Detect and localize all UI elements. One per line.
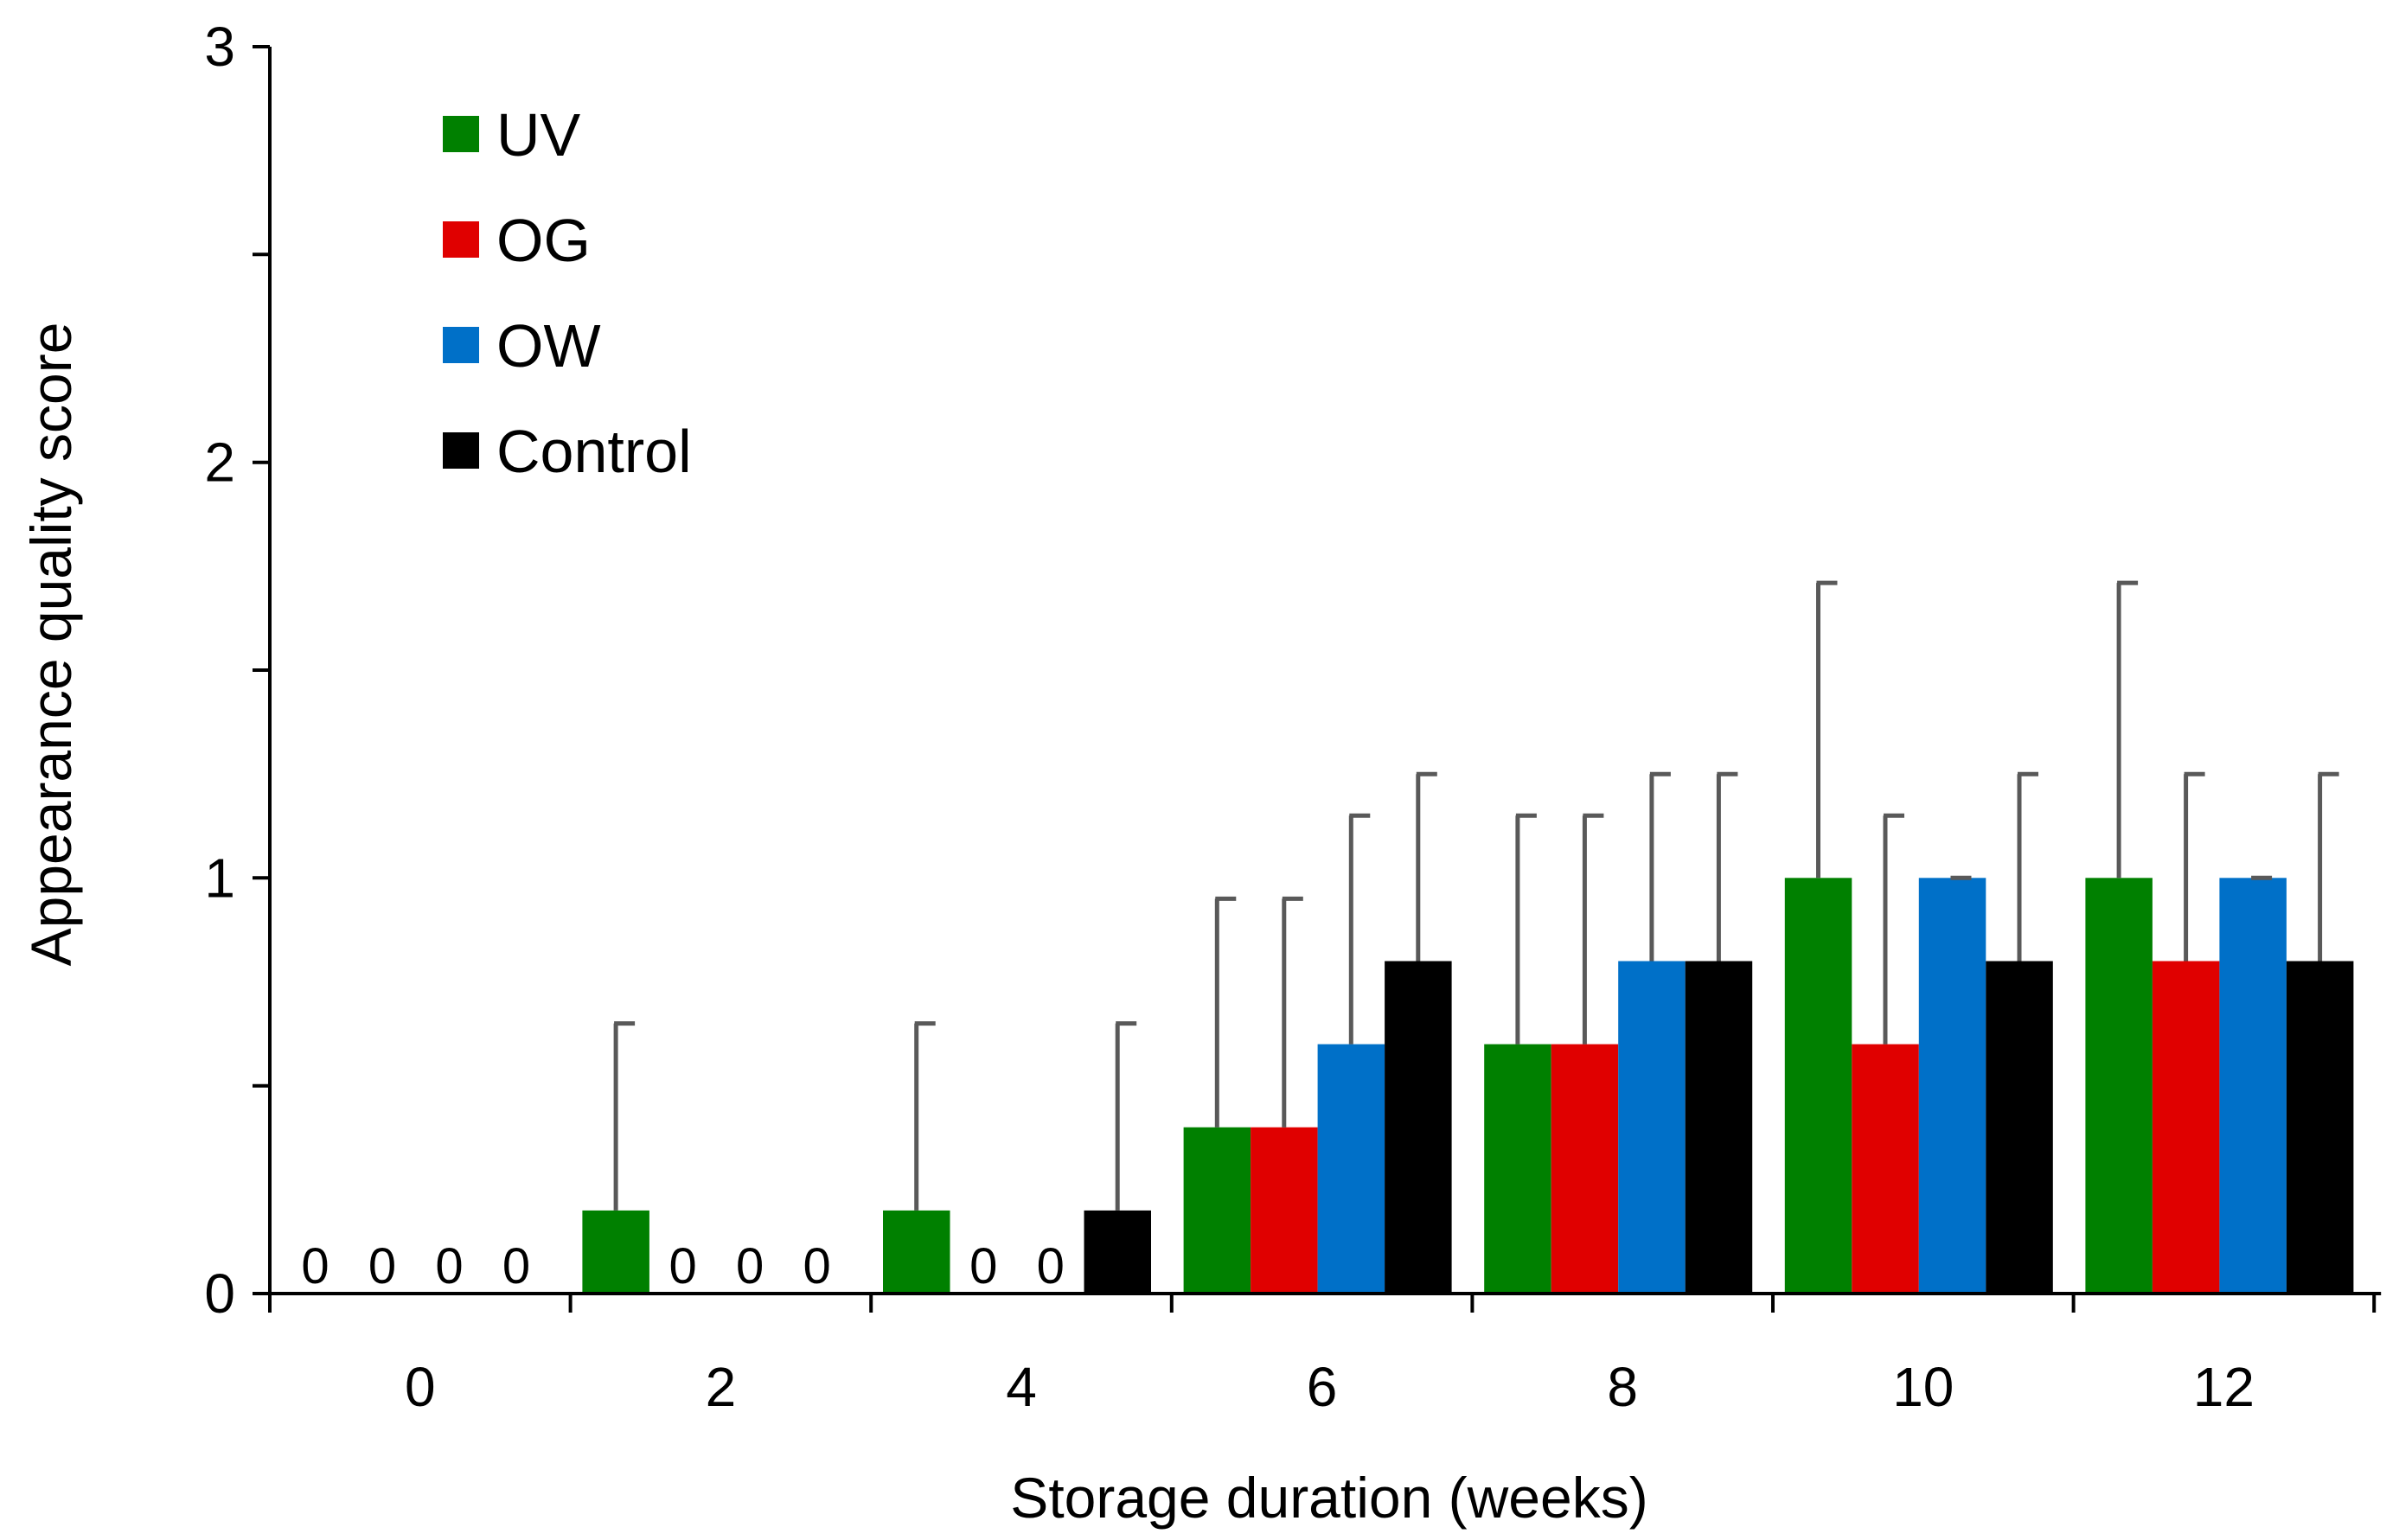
x-tick-label-4: 4 [1006,1356,1037,1418]
zero-labels-layer: 0 0 0 00 0 00 0 [301,1238,1064,1294]
legend-label-ow: OW [496,312,601,380]
legend-swatch-ow [443,327,479,363]
zero-label-control-week-0: 0 [502,1238,530,1294]
bar-og-week-6 [1251,1127,1318,1294]
bar-uv-week-8 [1484,1044,1551,1294]
legend-label-control: Control [496,418,692,485]
zero-label-og-week-0: 0 [368,1238,396,1294]
x-axis-title: Storage duration (weeks) [1010,1466,1647,1530]
x-tick-label-8: 8 [1607,1356,1638,1418]
y-tick-label-3: 3 [204,16,235,78]
bar-uv-week-4 [883,1210,950,1294]
bar-control-week-12 [2286,961,2354,1294]
y-tick-label-2: 2 [204,431,235,494]
legend-swatch-control [443,432,479,469]
bar-control-week-6 [1385,961,1452,1294]
legend-label-og: OG [496,207,591,274]
x-tick-label-6: 6 [1307,1356,1338,1418]
x-tick-label-2: 2 [706,1356,737,1418]
bar-og-week-10 [1852,1044,1919,1294]
bar-og-week-12 [2152,961,2220,1294]
legend-swatch-og [443,221,479,258]
y-tick-label-1: 1 [204,847,235,909]
bar-uv-week-10 [1784,878,1852,1294]
bar-ow-week-6 [1317,1044,1385,1294]
bar-ow-week-12 [2219,878,2287,1294]
bar-uv-week-2 [582,1210,649,1294]
legend-label-uv: UV [496,101,581,169]
bar-uv-week-6 [1183,1127,1251,1294]
bar-control-week-10 [1986,961,2053,1294]
x-tick-label-12: 12 [2193,1356,2255,1418]
zero-label-og-week-4: 0 [969,1238,997,1294]
bar-og-week-8 [1551,1044,1619,1294]
y-axis-title: Appearance quality score [19,323,83,967]
bars-layer [582,878,2354,1294]
zero-label-og-week-2: 0 [669,1238,696,1294]
zero-label-uv-week-0: 0 [301,1238,329,1294]
zero-label-ow-week-0: 0 [435,1238,463,1294]
bar-control-week-8 [1685,961,1753,1294]
bar-control-week-4 [1084,1210,1151,1294]
legend: UV OG OW Control [443,101,692,485]
x-tick-label-10: 10 [1892,1356,1954,1418]
bar-ow-week-10 [1918,878,1986,1294]
bar-uv-week-12 [2085,878,2153,1294]
x-tick-label-0: 0 [405,1356,436,1418]
zero-label-ow-week-4: 0 [1037,1238,1065,1294]
zero-label-control-week-2: 0 [803,1238,830,1294]
error-bars-layer [613,580,2339,1211]
bar-ow-week-8 [1618,961,1686,1294]
y-tick-label-0: 0 [204,1262,235,1325]
legend-swatch-uv [443,116,479,152]
zero-label-ow-week-2: 0 [736,1238,764,1294]
